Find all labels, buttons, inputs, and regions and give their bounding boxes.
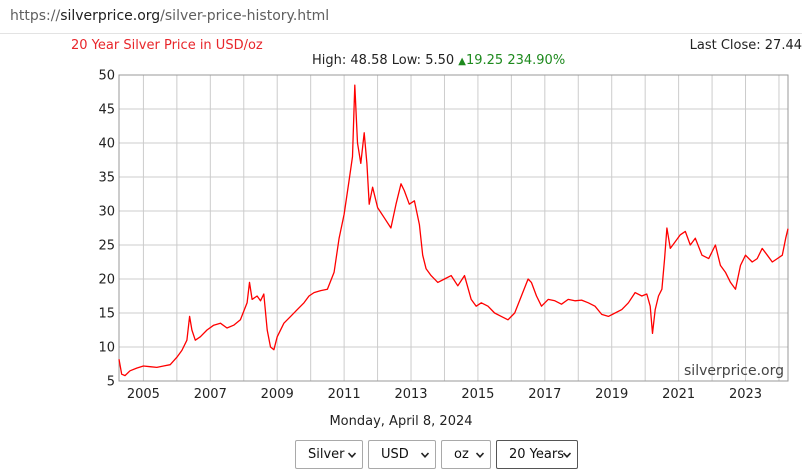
last-close-value: 27.44 — [764, 38, 802, 53]
last-close-label: Last Close: — [689, 38, 761, 53]
url-scheme: https:// — [10, 8, 61, 24]
last-close: Last Close: 27.44 — [690, 38, 802, 53]
currency-select[interactable]: USD — [368, 440, 436, 469]
address-bar[interactable]: https://silverprice.org/silver-price-his… — [0, 0, 802, 34]
price-stats: High: 48.58 Low: 5.50 ▲19.25 234.90% — [312, 53, 565, 68]
high-value: 48.58 — [350, 53, 388, 68]
x-tick-label: 2021 — [662, 387, 695, 402]
y-tick-label: 20 — [98, 273, 115, 288]
chevron-down-icon — [476, 452, 484, 458]
unit-select[interactable]: oz — [441, 440, 491, 469]
change-value: 19.25 — [465, 53, 504, 68]
x-tick-label: 2005 — [127, 387, 160, 402]
unit-select-value: oz — [454, 447, 469, 462]
chevron-down-icon — [563, 452, 571, 458]
low-label: Low: — [391, 53, 422, 68]
silver-price-line — [118, 84, 789, 377]
price-chart: 5 10 15 20 25 30 35 40 45 50 2005 2007 2009 2011 2013 2… — [98, 69, 789, 402]
currency-select-value: USD — [381, 447, 409, 462]
change-percent: 234.90% — [507, 53, 566, 68]
url-host: silverprice.org — [60, 8, 161, 24]
url-path: /silver-price-history.html — [160, 8, 330, 24]
x-tick-label: 2019 — [595, 387, 628, 402]
y-tick-label: 45 — [98, 103, 115, 118]
url-text[interactable]: https://silverprice.org/silver-price-his… — [10, 8, 329, 24]
y-tick-label: 35 — [98, 171, 115, 186]
y-tick-label: 50 — [98, 69, 115, 84]
chevron-down-icon — [348, 452, 356, 458]
x-tick-label: 2023 — [729, 387, 762, 402]
y-tick-label: 15 — [98, 307, 115, 322]
range-select[interactable]: 20 Years — [496, 440, 578, 469]
up-triangle-icon: ▲ — [458, 56, 466, 67]
date-label: Monday, April 8, 2024 — [329, 414, 473, 429]
x-tick-label: 2009 — [261, 387, 294, 402]
x-tick-label: 2015 — [461, 387, 494, 402]
y-tick-label: 10 — [98, 341, 115, 356]
x-tick-label: 2007 — [194, 387, 227, 402]
watermark-text: silverprice.org — [684, 363, 784, 379]
high-label: High: — [312, 53, 347, 68]
x-tick-label: 2013 — [394, 387, 427, 402]
metal-select-value: Silver — [308, 447, 345, 462]
chevron-down-icon — [421, 452, 429, 458]
metal-select[interactable]: Silver — [295, 440, 363, 469]
range-select-value: 20 Years — [509, 447, 564, 462]
chart-title: 20 Year Silver Price in USD/oz — [71, 38, 263, 53]
plot-border — [118, 74, 789, 382]
y-tick-label: 30 — [98, 205, 115, 220]
x-tick-label: 2011 — [328, 387, 361, 402]
low-value: 5.50 — [425, 53, 455, 68]
x-tick-label: 2017 — [528, 387, 561, 402]
y-tick-label: 5 — [107, 375, 115, 390]
y-tick-label: 40 — [98, 137, 115, 152]
y-tick-label: 25 — [98, 239, 115, 254]
